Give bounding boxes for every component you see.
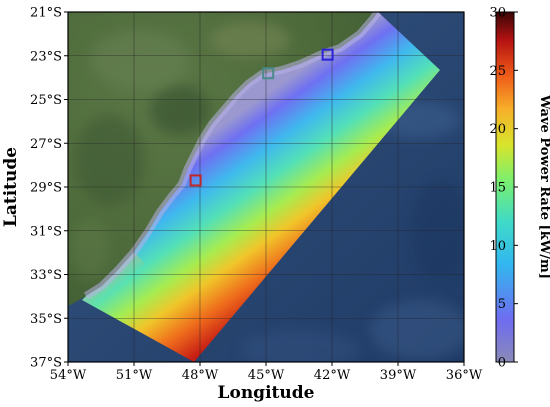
x-axis: 54°W 51°W 48°W 45°W 42°W 39°W 36°W	[50, 362, 483, 383]
site-south-marker	[189, 174, 202, 187]
y-axis: 21°S 23°S 25°S 27°S 29°S 31°S 33°S 35°S 37°S	[30, 6, 68, 371]
x-tick-label: 48°W	[182, 368, 219, 383]
site-markers	[189, 48, 334, 187]
y-tick-label: 23°S	[30, 49, 62, 64]
x-tick-label: 51°W	[116, 368, 153, 383]
y-tick-label: 29°S	[30, 181, 62, 196]
y-tick-label: 33°S	[30, 268, 62, 283]
y-tick-label: 25°S	[30, 93, 62, 108]
x-tick-label: 39°W	[380, 368, 417, 383]
y-tick-label: 21°S	[30, 6, 62, 21]
colorbar-tick-label: 0	[498, 356, 506, 371]
x-tick-label: 42°W	[314, 368, 351, 383]
colorbar-tick-label: 30	[489, 6, 506, 21]
site-central-marker	[262, 67, 275, 80]
colorbar-title: Wave Power Rate [kW/m]	[537, 94, 550, 279]
colorbar-tick-label: 5	[498, 297, 506, 312]
coastal-fringe	[83, 12, 382, 300]
x-tick-label: 45°W	[248, 368, 285, 383]
y-tick-label: 35°S	[30, 312, 62, 327]
y-axis-title: Latitude	[1, 147, 21, 227]
y-tick-label: 31°S	[30, 224, 62, 239]
seafloor-texture	[240, 102, 464, 362]
colorbar-tick-label: 15	[489, 181, 506, 196]
y-tick-label: 37°S	[30, 356, 62, 371]
colorbar-tick-label: 25	[489, 64, 506, 79]
x-tick-label: 36°W	[446, 368, 483, 383]
land-texture	[70, 22, 290, 280]
wave-power-field-south-edge	[82, 252, 170, 332]
site-north-marker	[321, 48, 334, 61]
grid-lines	[68, 12, 464, 362]
colorbar-ticks: 0 5 10 15 20 25 30	[489, 6, 518, 371]
colorbar: 0 5 10 15 20 25 30 Wave Power Rate [kW/m]	[489, 6, 550, 371]
colorbar-tick-label: 20	[489, 122, 506, 137]
colorbar-tick-label: 10	[489, 239, 506, 254]
x-axis-title: Longitude	[218, 383, 315, 403]
x-tick-label: 54°W	[50, 368, 87, 383]
y-tick-label: 27°S	[30, 137, 62, 152]
